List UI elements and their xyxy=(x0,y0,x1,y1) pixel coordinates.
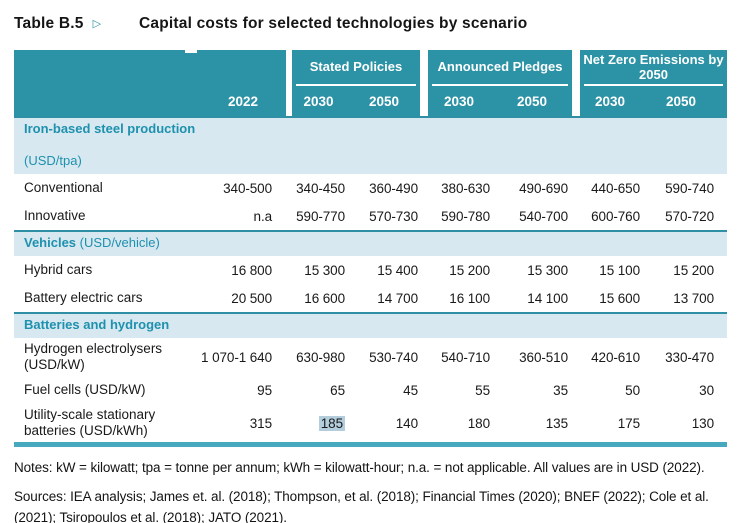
year-header: 2050 xyxy=(350,86,420,116)
cell-value: 540-700 xyxy=(519,208,568,224)
cell-value: 315 xyxy=(249,415,272,431)
cell-value: 340-450 xyxy=(296,180,345,196)
cell-value: 15 300 xyxy=(527,262,568,278)
scenario-group-header: Announced Pledges xyxy=(428,50,572,86)
cell-value: 340-500 xyxy=(223,180,272,196)
cell-value: 20 500 xyxy=(231,290,272,306)
cell-value: 95 xyxy=(257,382,272,398)
cell-value: 360-490 xyxy=(369,180,418,196)
cell-value: 35 xyxy=(553,382,568,398)
arrow-right-icon: ▷ xyxy=(92,17,102,30)
table-row: Hybrid cars 16 800 15 300 15 400 15 200 15 30… xyxy=(14,256,727,284)
section-header: Vehicles (USD/vehicle) xyxy=(14,230,727,256)
section-header: Batteries and hydrogen xyxy=(14,312,727,338)
cell-value: 180 xyxy=(467,415,490,431)
year-header: 2050 xyxy=(496,86,572,116)
cell-value: 50 xyxy=(625,382,640,398)
cell-value: 65 xyxy=(330,382,345,398)
cell-value: 440-650 xyxy=(591,180,640,196)
section-name: Iron-based steel production xyxy=(24,121,196,136)
table-body: Iron-based steel production (USD/tpa) Conv… xyxy=(14,116,727,442)
capital-costs-table: Stated Policies Announced Pledges Net Zero… xyxy=(14,50,727,447)
cell-value: 55 xyxy=(475,382,490,398)
cell-value: 14 700 xyxy=(377,290,418,306)
cell-value: 130 xyxy=(691,415,714,431)
cell-value: 590-770 xyxy=(296,208,345,224)
cell-value: 360-510 xyxy=(519,349,568,365)
corner-cell xyxy=(14,50,286,86)
cell-value: 540-710 xyxy=(441,349,490,365)
scenario-group-header: Net Zero Emissions by 2050 xyxy=(580,50,727,86)
header-gap-notch xyxy=(185,50,197,53)
cell-value: 15 200 xyxy=(449,262,490,278)
cell-value: 490-690 xyxy=(519,180,568,196)
cell-value: 15 200 xyxy=(673,262,714,278)
header-spacer xyxy=(14,86,184,116)
cell-value: 30 xyxy=(699,382,714,398)
year-header: 2030 xyxy=(428,86,496,116)
cell-value: 600-760 xyxy=(591,208,640,224)
notes: Notes: kW = kilowatt; tpa = tonne per an… xyxy=(14,460,705,475)
cell-value: 13 700 xyxy=(673,290,714,306)
cell-value: 15 400 xyxy=(377,262,418,278)
table-row: Battery electric cars 20 500 16 600 14 700 1… xyxy=(14,284,727,312)
cell-value: 570-720 xyxy=(665,208,714,224)
cell-value: 16 100 xyxy=(449,290,490,306)
cell-value: 1 070-1 640 xyxy=(201,349,272,365)
table-caption: Capital costs for selected technologies … xyxy=(139,15,528,32)
table-row: Innovative n.a 590-770 570-730 590-780 540-70… xyxy=(14,202,727,230)
table-title: Table B.5 ▷ Capital costs for selected t… xyxy=(0,0,755,33)
row-label: Innovative xyxy=(24,208,86,223)
sources: Sources: IEA analysis; James et. al. (20… xyxy=(14,489,709,523)
cell-value: 16 600 xyxy=(304,290,345,306)
row-label: Battery electric cars xyxy=(24,290,143,305)
cell-value: 15 100 xyxy=(599,262,640,278)
cell-value: 135 xyxy=(545,415,568,431)
cell-value: 530-740 xyxy=(369,349,418,365)
cell-value: 630-980 xyxy=(296,349,345,365)
table-row: Fuel cells (USD/kW) 95 65 45 55 35 50 30 xyxy=(14,376,727,404)
year-header: 2030 xyxy=(580,86,648,116)
cell-value: 175 xyxy=(617,415,640,431)
table-row: Hydrogen electrolysers (USD/kW) 1 070-1 6… xyxy=(14,338,727,376)
section-header: Iron-based steel production (USD/tpa) xyxy=(14,116,727,174)
section-name: Vehicles xyxy=(24,235,77,250)
year-header: 2050 xyxy=(648,86,727,116)
scenario-group-header: Stated Policies xyxy=(292,50,420,86)
table-number: Table B.5 xyxy=(14,15,84,32)
row-label: Conventional xyxy=(24,180,103,195)
row-label: Hydrogen electrolysers (USD/kW) xyxy=(24,341,163,372)
section-unit: (USD/tpa) xyxy=(24,153,82,168)
cell-value: 590-780 xyxy=(441,208,490,224)
row-label: Fuel cells (USD/kW) xyxy=(24,382,146,397)
table-row: Conventional 340-500 340-450 360-490 380-630… xyxy=(14,174,727,202)
table-header-band: Stated Policies Announced Pledges Net Zero… xyxy=(14,50,727,116)
cell-value: 15 300 xyxy=(304,262,345,278)
section-name: Batteries and hydrogen xyxy=(24,317,170,332)
cell-value: 45 xyxy=(403,382,418,398)
cell-value: 14 100 xyxy=(527,290,568,306)
table-bottom-rule xyxy=(14,442,727,447)
cell-value: 330-470 xyxy=(665,349,714,365)
cell-value: 140 xyxy=(395,415,418,431)
section-unit: (USD/vehicle) xyxy=(76,235,160,250)
cell-value: 380-630 xyxy=(441,180,490,196)
cell-value: 570-730 xyxy=(369,208,418,224)
cell-value: 590-740 xyxy=(665,180,714,196)
year-header: 2030 xyxy=(292,86,350,116)
highlighted-value: 185 xyxy=(318,415,345,431)
cell-value: 16 800 xyxy=(231,262,272,278)
table-row: Utility-scale stationary batteries (USD/… xyxy=(14,404,727,442)
cell-value: 15 600 xyxy=(599,290,640,306)
cell-value: 420-610 xyxy=(591,349,640,365)
row-label: Hybrid cars xyxy=(24,262,93,277)
year-header: 2022 xyxy=(184,86,286,116)
cell-value: 185 xyxy=(292,404,350,442)
cell-value: n.a xyxy=(253,208,273,224)
row-label: Utility-scale stationary batteries (USD/… xyxy=(24,407,156,438)
